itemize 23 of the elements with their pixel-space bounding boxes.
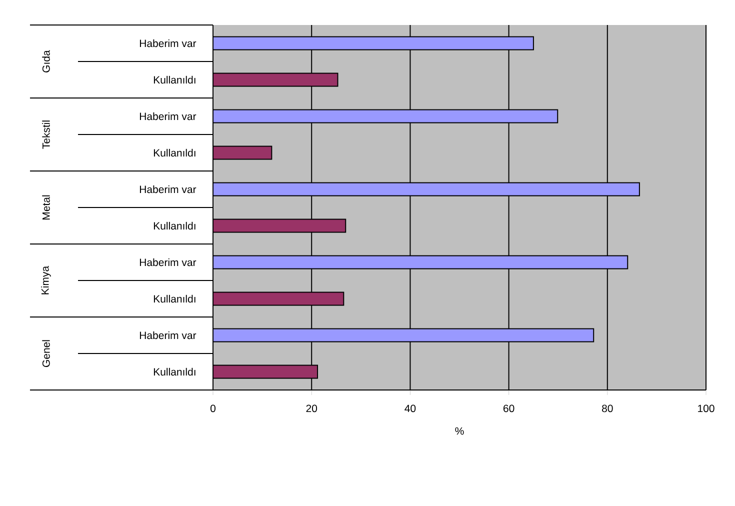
- bar: [212, 146, 272, 160]
- y-tick-label: Haberim var: [140, 258, 196, 266]
- x-tick-label: 80: [602, 404, 613, 412]
- text: Gıda: [42, 50, 50, 72]
- y-tick-label: Kullanıldı: [154, 294, 196, 303]
- y-tick-label: Haberim var: [140, 331, 196, 340]
- y-tick-label: Haberim var: [140, 185, 196, 194]
- y-tick-label: Kullanıldı: [154, 368, 196, 376]
- y-tick-label: Kullanıldı: [154, 76, 196, 84]
- x-tick-label: 40: [404, 404, 416, 412]
- y-tick-label: Kullanıldı: [154, 222, 196, 230]
- text: Tekstil: [42, 120, 50, 149]
- y-tick-label: Kullanıldı: [154, 148, 196, 157]
- y-tick-label: Haberim var: [140, 39, 196, 48]
- x-tick-label: 0: [210, 404, 216, 412]
- x-tick-label: 60: [503, 404, 514, 412]
- text: Metal: [42, 195, 50, 220]
- y-tick-label: Haberim var: [140, 112, 196, 120]
- x-axis-title: %: [455, 427, 464, 435]
- text: Kimya: [41, 266, 51, 294]
- x-tick-label: 100: [698, 404, 714, 412]
- text: Genel: [42, 340, 50, 367]
- x-tick-label: 20: [306, 404, 318, 412]
